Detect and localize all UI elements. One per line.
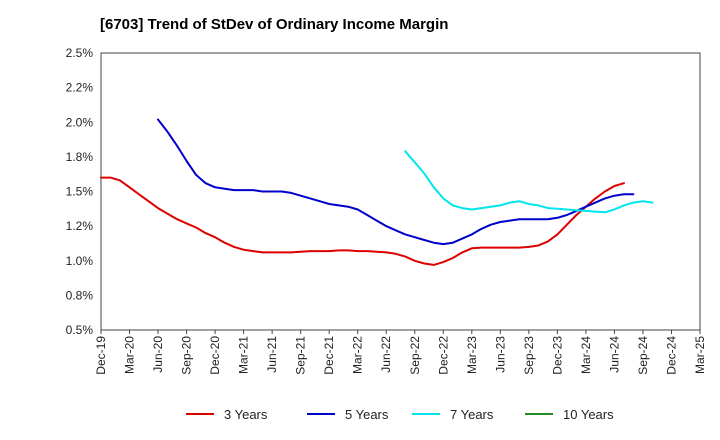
x-tick-label: Dec-19: [94, 336, 108, 375]
series-line: [157, 118, 635, 246]
y-tick-label: 0.8%: [66, 288, 94, 302]
x-tick-label: Mar-20: [123, 336, 137, 374]
series-line: [404, 150, 654, 214]
x-tick-label: Jun-20: [151, 336, 165, 373]
x-tick-label: Jun-24: [607, 336, 621, 373]
x-tick-label: Jun-22: [379, 336, 393, 373]
series-lines: [100, 118, 654, 266]
y-tick-label: 1.2%: [66, 219, 94, 233]
legend-label: 7 Years: [450, 407, 494, 422]
x-tick-label: Mar-21: [237, 336, 251, 374]
legend-label: 5 Years: [345, 407, 389, 422]
series-line: [100, 176, 625, 266]
x-tick-label: Sep-23: [522, 336, 536, 375]
y-tick-label: 1.5%: [66, 185, 94, 199]
x-tick-label: Sep-21: [294, 336, 308, 375]
y-tick-label: 1.8%: [66, 150, 94, 164]
y-tick-label: 2.5%: [66, 46, 94, 60]
x-tick-label: Mar-25: [693, 336, 707, 374]
x-tick-label: Jun-21: [265, 336, 279, 373]
plot-area: [100, 52, 701, 331]
x-tick-label: Sep-22: [408, 336, 422, 375]
chart-legend: 3 Years 5 Years 7 Years 10 Years: [186, 407, 614, 422]
x-tick-label: Mar-23: [465, 336, 479, 374]
x-tick-label: Sep-24: [636, 336, 650, 375]
legend-label: 10 Years: [563, 407, 614, 422]
y-tick-label: 2.2%: [66, 81, 94, 95]
y-tick-label: 0.5%: [66, 323, 94, 337]
x-tick-label: Dec-22: [436, 336, 450, 375]
x-tick-label: Jun-23: [493, 336, 507, 373]
chart-axes: 0.5% 0.8% 1.0% 1.2% 1.5% 1.8% 2.0% 2.2% 2.5% Dec-…: [66, 46, 707, 375]
x-tick-label: Mar-24: [579, 336, 593, 374]
x-tick-label: Sep-20: [180, 336, 194, 375]
x-tick-label: Dec-23: [550, 336, 564, 375]
chart-title: [6703] Trend of StDev of Ordinary Income…: [100, 16, 449, 33]
y-tick-label: 2.0%: [66, 115, 94, 129]
x-tick-label: Mar-22: [351, 336, 365, 374]
y-tick-label: 1.0%: [66, 254, 94, 268]
x-tick-label: Dec-21: [322, 336, 336, 375]
x-tick-label: Dec-24: [664, 336, 678, 375]
legend-label: 3 Years: [224, 407, 268, 422]
x-tick-label: Dec-20: [208, 336, 222, 375]
